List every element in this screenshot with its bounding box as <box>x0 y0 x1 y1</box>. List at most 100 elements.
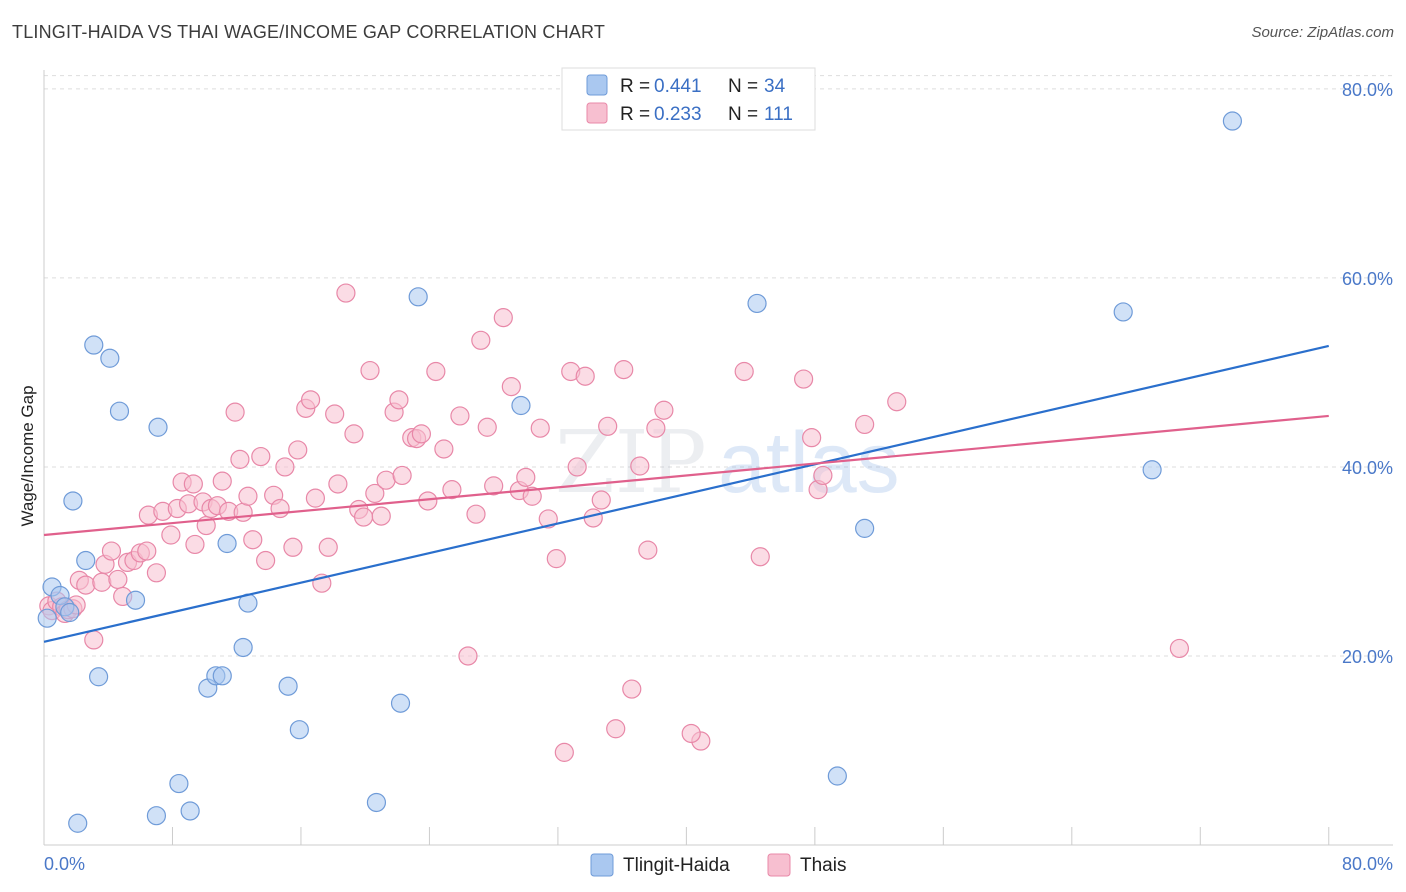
legend-swatch-tlingit <box>586 74 608 96</box>
thai-point-46 <box>288 440 308 460</box>
tlingit-point-6 <box>68 813 88 833</box>
thai-point-84 <box>538 509 558 529</box>
thai-point-99 <box>654 400 674 420</box>
tlingit-point-0 <box>37 608 57 628</box>
thai-point-33 <box>212 471 232 491</box>
y-tick-label-1: 40.0% <box>1342 458 1393 478</box>
grid-lines <box>44 75 1393 657</box>
thai-point-86 <box>554 742 574 762</box>
thai-point-98 <box>646 418 666 438</box>
tlingit-trend-line <box>43 344 1330 643</box>
tlingit-point-31 <box>855 518 875 538</box>
legend-r-value-2: 0.233 <box>654 104 702 125</box>
legend-swatch-thai <box>586 102 608 124</box>
bottom-legend-tlingit: Tlingit-Haida <box>623 855 730 876</box>
tlingit-point-29 <box>747 293 767 314</box>
y-tick-label-0: 20.0% <box>1342 647 1393 667</box>
thai-point-35 <box>225 402 245 422</box>
thai-point-52 <box>325 404 345 424</box>
thai-point-107 <box>855 414 875 435</box>
tlingit-point-25 <box>366 792 387 813</box>
chart-source: Source: ZipAtlas.com <box>1251 24 1394 41</box>
thai-point-91 <box>591 490 611 510</box>
tlingit-point-12 <box>125 590 146 610</box>
thai-point-74 <box>466 504 486 524</box>
tlingit-point-11 <box>109 401 130 421</box>
tlingit-point-34 <box>1222 111 1243 131</box>
tlingit-point-19 <box>212 666 232 686</box>
tlingit-point-10 <box>100 348 120 368</box>
tlingit-point-21 <box>233 637 253 658</box>
y-axis-label: Wage/Income Gap <box>18 385 37 526</box>
thai-point-40 <box>251 446 271 467</box>
tlingit-point-24 <box>289 720 309 740</box>
thai-point-103 <box>794 369 814 389</box>
tlingit-point-15 <box>169 773 189 794</box>
thai-point-49 <box>305 488 326 508</box>
legend-r-label-1: R = <box>620 76 650 97</box>
thai-point-90 <box>583 508 603 528</box>
thai-point-89 <box>575 366 595 386</box>
thai-point-72 <box>450 406 470 426</box>
tlingit-point-16 <box>180 801 200 821</box>
legend-n-label-1: N = <box>728 76 758 97</box>
thai-point-13 <box>101 541 122 561</box>
thai-point-44 <box>275 457 295 477</box>
thai-point-83 <box>530 418 550 438</box>
legend-n-value-2: 111 <box>764 104 793 125</box>
thai-point-79 <box>501 377 521 397</box>
chart-title: TLINGIT-HAIDA VS THAI WAGE/INCOME GAP CO… <box>12 22 606 42</box>
tlingit-point-27 <box>408 287 428 307</box>
tlingit-point-33 <box>1142 460 1162 480</box>
thai-point-61 <box>376 470 396 490</box>
tlingit-point-7 <box>76 550 96 571</box>
thai-point-54 <box>336 283 356 303</box>
bottom-legend-thai: Thais <box>800 855 846 876</box>
thai-point-37 <box>233 502 253 522</box>
thai-point-108 <box>887 392 907 412</box>
thai-point-38 <box>238 486 258 506</box>
legend-n-label-2: N = <box>728 104 758 125</box>
thais-points <box>39 283 1190 762</box>
thai-point-94 <box>614 360 634 380</box>
thai-point-36 <box>230 449 250 469</box>
thai-point-51 <box>318 537 338 557</box>
thai-point-76 <box>477 417 497 437</box>
thai-point-95 <box>622 679 642 699</box>
thai-point-102 <box>750 547 770 567</box>
thai-point-88 <box>567 457 587 477</box>
tlingit-point-23 <box>278 676 298 696</box>
thai-point-96 <box>630 456 650 476</box>
thai-point-53 <box>328 474 348 494</box>
thai-point-23 <box>161 525 181 545</box>
thai-point-45 <box>283 537 303 557</box>
thai-point-27 <box>183 474 203 494</box>
tlingit-point-9 <box>89 667 109 687</box>
thai-point-77 <box>484 476 504 496</box>
thai-point-106 <box>813 465 833 486</box>
tlingit-point-26 <box>390 693 411 713</box>
tlingit-point-4 <box>60 602 80 623</box>
x-tick-label-0: 0.0% <box>44 854 85 874</box>
thai-point-14 <box>108 569 128 590</box>
thai-point-48 <box>300 390 321 410</box>
tlingit-point-32 <box>1113 302 1133 322</box>
legend-r-label-2: R = <box>620 104 650 125</box>
thai-point-60 <box>371 506 391 526</box>
tlingit-point-20 <box>217 533 237 554</box>
bottom-legend: Tlingit-Haida Thais <box>590 853 846 877</box>
thai-point-63 <box>389 390 409 410</box>
tlingit-point-30 <box>827 766 847 786</box>
thai-point-81 <box>516 467 536 487</box>
thai-point-73 <box>458 646 478 666</box>
thai-point-59 <box>365 483 385 504</box>
thai-point-19 <box>137 541 157 561</box>
thai-point-43 <box>270 498 290 519</box>
thai-point-67 <box>411 424 431 444</box>
thai-point-78 <box>493 308 513 328</box>
thai-point-109 <box>1169 638 1190 659</box>
thai-point-93 <box>606 719 626 739</box>
legend-n-value-1: 34 <box>764 76 786 97</box>
thai-point-11 <box>92 572 112 592</box>
